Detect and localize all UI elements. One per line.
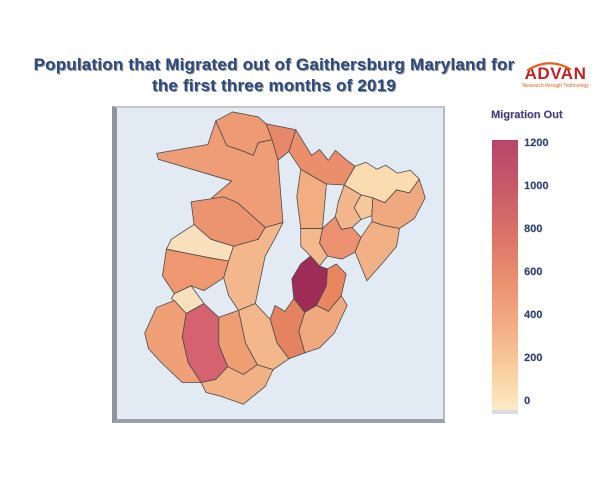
- colorbar-tick: 0: [524, 395, 531, 407]
- advan-swoosh-icon: [526, 62, 571, 71]
- colorbar-tick: 1200: [524, 137, 549, 149]
- colorbar-tick: 600: [524, 266, 543, 278]
- chart-title-line1: Population that Migrated out of Gaithers…: [33, 55, 515, 74]
- map-region-right-far: [371, 178, 426, 229]
- map-region-zigzag-north: [288, 129, 356, 186]
- colorbar-gradient: [492, 140, 518, 414]
- chart-title: Population that Migrated out of Gaithers…: [0, 54, 548, 96]
- advan-logo-tagline: Research through Technology: [522, 83, 589, 89]
- advan-logo-wordmark: ADVAN: [525, 62, 587, 82]
- advan-logo: ADVAN Research through Technology: [517, 56, 594, 97]
- chart-title-line2: the first three months of 2019: [151, 76, 397, 95]
- colorbar-tick: 800: [524, 223, 543, 235]
- map-panel: [112, 106, 445, 423]
- map-region-inner-left: [223, 222, 284, 311]
- map-region-left-salmon-lower: [162, 248, 230, 295]
- map-region-left-of-rose: [144, 300, 202, 383]
- colorbar-title: Migration Out: [491, 109, 563, 121]
- map-region-top-mid: [265, 123, 297, 161]
- choropleth-map: [144, 111, 426, 405]
- map-region-bottom-big: [200, 364, 274, 405]
- map-region-top-center: [215, 111, 273, 156]
- colorbar-tick: 1000: [524, 180, 549, 192]
- colorbar-tick: 400: [524, 309, 543, 321]
- map-region-inner-right: [300, 228, 328, 267]
- colorbar-tick: 200: [524, 352, 543, 364]
- map-region-right-strip: [354, 221, 400, 282]
- map-region-mid-right-gap: [296, 168, 327, 229]
- colorbar-tick-labels: 1200 1000 800 600 400 200 0: [524, 137, 564, 410]
